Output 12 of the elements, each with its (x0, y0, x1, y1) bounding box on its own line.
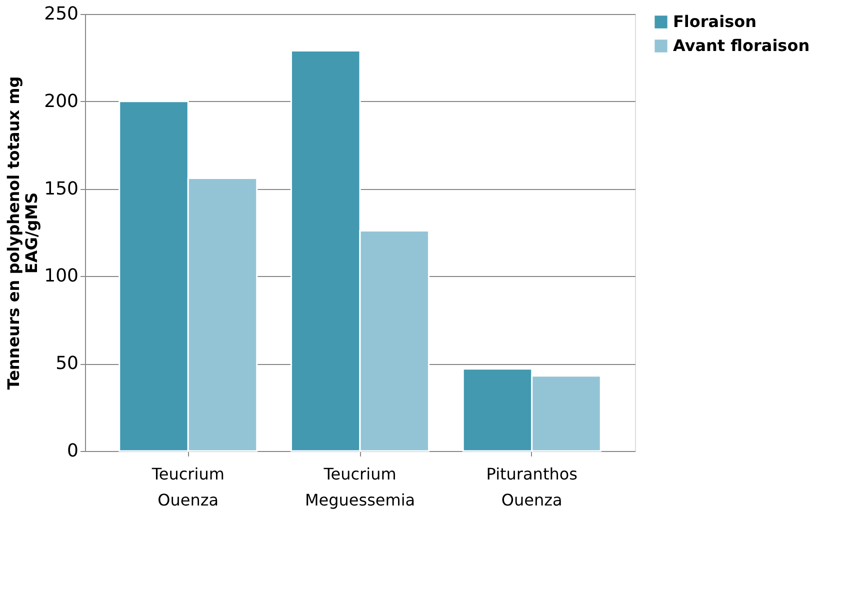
legend-label: Avant floraison (673, 36, 810, 55)
y-tick-label: 250 (44, 4, 78, 24)
y-tick-label: 150 (44, 178, 78, 200)
x-tick-label: Teucrium Meguessemia (304, 464, 416, 510)
y-tick-label: 0 (67, 440, 78, 462)
y-tick-label: 100 (44, 266, 78, 287)
x-tick-label: Pituranthos Ouenza (486, 464, 578, 510)
x-tick-label: Teucrium Ouenza (150, 464, 224, 510)
y-axis-title: Tenneurs en polyphenol totaux mg EAG/gMS (4, 76, 42, 390)
y-tick-label: 50 (56, 353, 78, 374)
y-tick-label: 200 (44, 90, 78, 112)
legend-label: Floraison (673, 12, 756, 31)
